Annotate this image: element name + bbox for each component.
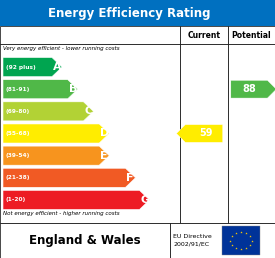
Text: EU Directive: EU Directive: [173, 234, 212, 239]
Text: E: E: [100, 151, 108, 161]
Bar: [222, 226, 260, 255]
Text: (39-54): (39-54): [6, 153, 30, 158]
Bar: [0, 223, 170, 258]
Bar: [180, 44, 228, 223]
Text: Not energy efficient - higher running costs: Not energy efficient - higher running co…: [3, 211, 120, 216]
Text: G: G: [141, 195, 150, 205]
Text: (21-38): (21-38): [6, 175, 31, 180]
Bar: [0, 0, 275, 26]
Text: (55-68): (55-68): [6, 131, 31, 136]
Text: Very energy efficient - lower running costs: Very energy efficient - lower running co…: [3, 46, 120, 51]
Text: (92 plus): (92 plus): [6, 64, 36, 70]
Text: Potential: Potential: [232, 30, 271, 39]
Text: B: B: [69, 84, 77, 94]
Polygon shape: [231, 80, 275, 98]
Polygon shape: [3, 146, 109, 165]
Text: Energy Efficiency Rating: Energy Efficiency Rating: [48, 6, 210, 20]
Text: D: D: [100, 128, 109, 139]
Text: 59: 59: [199, 128, 213, 139]
Text: 88: 88: [242, 84, 256, 94]
Text: (1-20): (1-20): [6, 197, 26, 203]
Polygon shape: [3, 80, 78, 99]
Polygon shape: [177, 125, 223, 142]
Bar: [0, 26, 180, 44]
Bar: [228, 44, 275, 223]
Text: 2002/91/EC: 2002/91/EC: [173, 242, 209, 247]
Polygon shape: [3, 168, 136, 187]
Polygon shape: [3, 190, 150, 209]
Text: F: F: [126, 173, 134, 183]
Text: A: A: [53, 62, 62, 72]
Polygon shape: [3, 58, 62, 77]
Text: Current: Current: [188, 30, 221, 39]
Text: C: C: [84, 106, 93, 116]
Text: (81-91): (81-91): [6, 87, 30, 92]
Bar: [170, 223, 275, 258]
Polygon shape: [3, 124, 109, 143]
Text: England & Wales: England & Wales: [29, 234, 141, 247]
Bar: [228, 26, 275, 44]
Text: (69-80): (69-80): [6, 109, 30, 114]
Bar: [0, 44, 180, 223]
Polygon shape: [3, 102, 94, 121]
Bar: [180, 26, 228, 44]
